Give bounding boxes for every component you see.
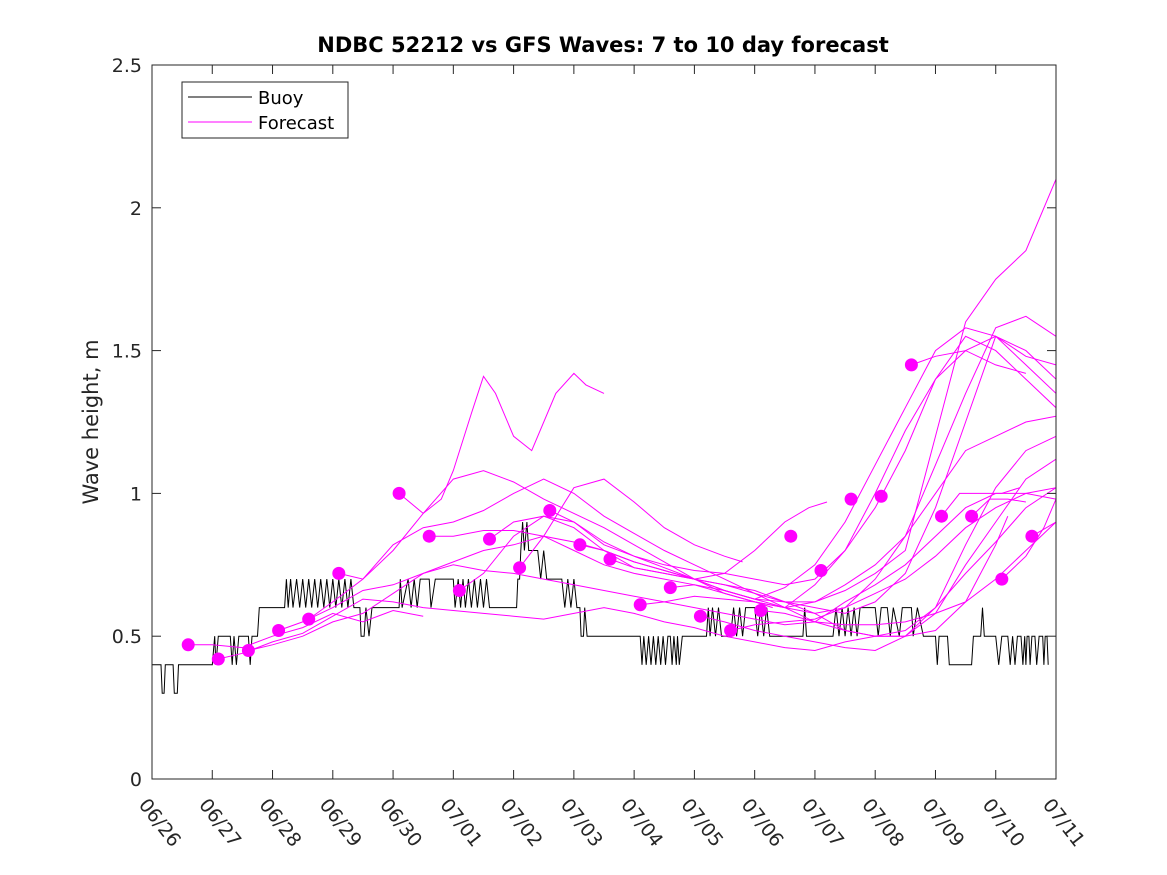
y-axis-label: Wave height, m (79, 339, 103, 504)
forecast-start-marker-1 (211, 652, 225, 666)
series-layer (152, 178, 1056, 694)
forecast-line-4 (308, 335, 1056, 620)
forecast-start-marker-23 (904, 358, 918, 372)
forecast-start-marker-22 (874, 489, 888, 503)
forecast-line-0 (188, 609, 424, 649)
forecast-start-marker-26 (995, 572, 1009, 586)
forecast-start-marker-5 (332, 566, 346, 580)
forecast-line-1 (218, 487, 1056, 660)
forecast-line-8 (459, 335, 1056, 591)
forecast-start-marker-3 (272, 624, 286, 637)
forecast-start-marker-9 (483, 532, 496, 546)
forecast-start-marker-18 (754, 604, 768, 617)
forecast-start-marker-13 (603, 552, 617, 566)
forecast-start-marker-19 (784, 529, 798, 543)
forecast-start-marker-4 (302, 612, 316, 626)
forecast-line-13 (609, 178, 1056, 609)
forecast-start-marker-14 (633, 598, 647, 612)
y-tick-label: 1.5 (112, 341, 142, 363)
forecast-line-21 (971, 498, 1026, 517)
forecast-start-marker-0 (181, 638, 195, 652)
forecast-line-18 (760, 521, 1056, 626)
forecast-line-12 (579, 335, 1056, 614)
legend-buoy-label: Buoy (258, 88, 304, 109)
plot-border (151, 64, 1057, 780)
forecast-line-17 (730, 487, 1056, 631)
forecast-line-19 (911, 350, 1027, 374)
legend-forecast-label: Forecast (258, 113, 334, 134)
forecast-start-marker-8 (452, 584, 466, 597)
forecast-line-6 (398, 372, 605, 515)
forecast-start-marker-11 (543, 504, 557, 517)
forecast-start-marker-10 (513, 561, 527, 575)
forecast-start-marker-25 (965, 509, 979, 523)
forecast-start-marker-6 (392, 486, 406, 500)
forecast-start-marker-7 (422, 529, 436, 543)
forecast-start-marker-27 (1025, 529, 1039, 543)
forecast-start-marker-2 (241, 644, 255, 657)
y-tick-label: 2.5 (112, 55, 142, 77)
forecast-line-10 (519, 478, 743, 569)
forecast-start-marker-24 (935, 509, 948, 523)
forecast-line-22 (1001, 498, 1056, 580)
forecast-line-20 (941, 487, 1020, 517)
chart-title: NDBC 52212 vs GFS Waves: 7 to 10 day for… (317, 33, 888, 57)
legend-box (181, 81, 349, 139)
forecast-start-marker-21 (844, 492, 858, 506)
buoy-series-line (152, 521, 1049, 694)
y-tick-label: 0 (130, 769, 142, 791)
axes-layer (151, 64, 1057, 780)
y-tick-label: 0.5 (112, 626, 142, 648)
forecast-start-marker-20 (814, 564, 828, 577)
forecast-line-23 (1031, 521, 1056, 537)
forecast-start-marker-12 (573, 538, 587, 552)
plot-area (152, 65, 1056, 779)
forecast-start-marker-16 (693, 609, 707, 623)
y-tick-label: 2 (130, 198, 142, 220)
forecast-line-16 (700, 458, 1056, 652)
legend: Buoy Forecast (181, 81, 349, 139)
forecast-line-2 (248, 492, 1056, 651)
forecast-start-marker-15 (663, 581, 677, 595)
forecast-start-marker-17 (724, 624, 738, 637)
y-tick-label: 1 (130, 483, 142, 505)
